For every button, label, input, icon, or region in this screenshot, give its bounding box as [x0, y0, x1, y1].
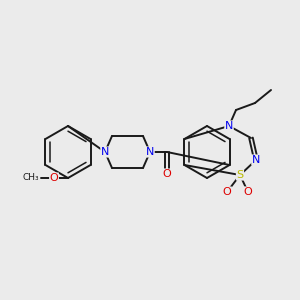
Text: CH₃: CH₃ [22, 173, 39, 182]
Text: N: N [146, 147, 154, 157]
Text: O: O [50, 173, 58, 183]
Text: N: N [225, 121, 233, 131]
Text: S: S [236, 170, 244, 180]
Text: N: N [252, 155, 260, 165]
Text: O: O [163, 169, 171, 179]
Text: O: O [244, 187, 252, 197]
Text: N: N [101, 147, 109, 157]
Text: O: O [223, 187, 231, 197]
